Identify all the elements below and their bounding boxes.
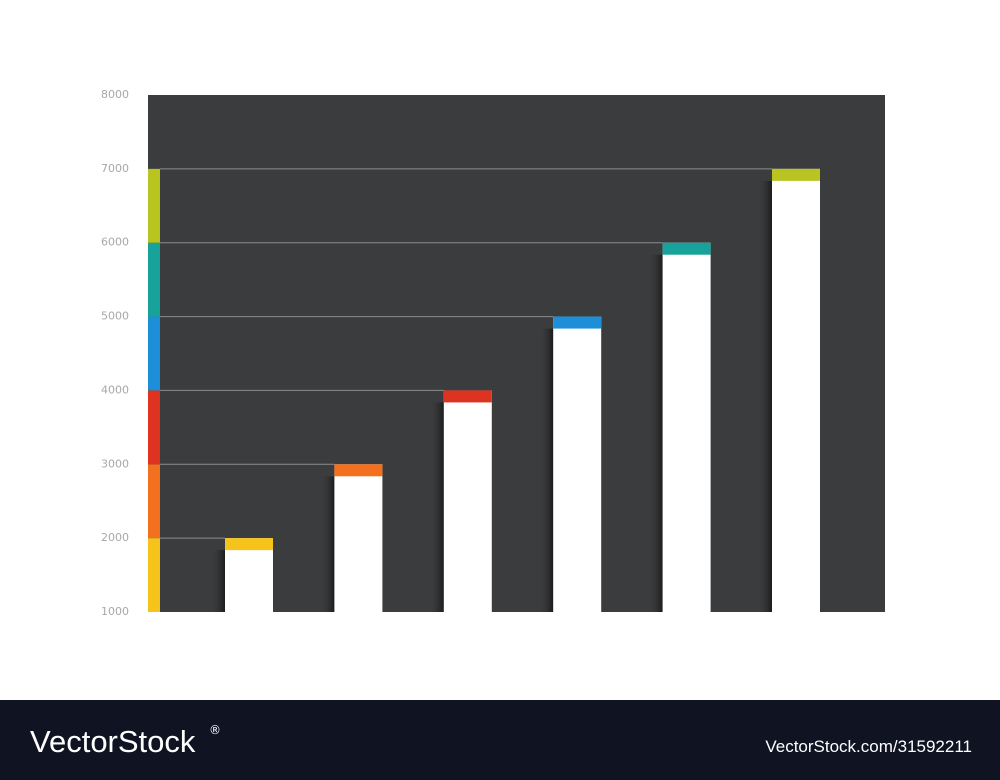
bar	[334, 464, 383, 612]
y-tick-label: 8000	[101, 88, 129, 101]
bar	[553, 316, 602, 612]
y-tick-label: 2000	[101, 531, 129, 544]
y-tick-label: 5000	[101, 310, 129, 323]
bar-cap	[225, 538, 273, 551]
bar-shadow	[211, 550, 225, 612]
level-strip	[148, 390, 160, 465]
bar	[662, 242, 711, 612]
y-tick-label: 7000	[101, 162, 129, 175]
bar-shadow	[320, 476, 335, 612]
y-tick-label: 1000	[101, 605, 129, 618]
level-strip	[148, 464, 160, 539]
level-strip	[148, 538, 160, 612]
level-strip	[148, 242, 160, 317]
bar	[772, 168, 820, 612]
bar-shadow	[539, 328, 554, 612]
bar-shadow	[648, 254, 663, 612]
watermark-brand: VectorStock	[30, 724, 196, 759]
bar-cap	[443, 390, 492, 403]
watermark-mark: ®	[209, 723, 221, 737]
bar-shadow	[758, 180, 772, 612]
bar	[225, 538, 273, 612]
bar-cap	[662, 242, 711, 255]
bar-cap	[772, 168, 820, 181]
footer-band	[0, 700, 1000, 780]
bar	[443, 390, 492, 612]
bar-shadow	[429, 402, 444, 612]
y-tick-label: 6000	[101, 236, 129, 249]
level-strip	[148, 316, 160, 391]
y-tick-label: 3000	[101, 457, 129, 470]
bar-cap	[334, 464, 383, 477]
y-tick-label: 4000	[101, 383, 129, 396]
watermark-id: VectorStock.com/31592211	[765, 737, 972, 756]
bar-cap	[553, 316, 602, 329]
level-strip	[148, 168, 160, 243]
